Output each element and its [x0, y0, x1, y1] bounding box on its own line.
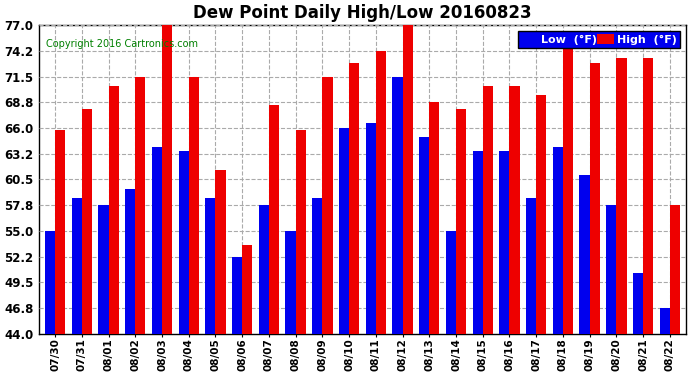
Bar [580, 175, 590, 334]
Bar [286, 231, 295, 334]
Bar [242, 245, 253, 334]
Bar [312, 198, 322, 334]
Bar [99, 205, 108, 334]
Bar [215, 170, 226, 334]
Bar [376, 51, 386, 334]
Bar [473, 152, 483, 334]
Bar [152, 147, 162, 334]
Bar [189, 76, 199, 334]
Title: Dew Point Daily High/Low 20160823: Dew Point Daily High/Low 20160823 [193, 4, 532, 22]
Bar [536, 95, 546, 334]
Bar [55, 130, 66, 334]
Bar [349, 63, 359, 334]
Bar [633, 273, 643, 334]
Bar [429, 102, 440, 334]
Bar [45, 231, 55, 334]
Bar [125, 189, 135, 334]
Bar [590, 63, 600, 334]
Bar [563, 44, 573, 334]
Bar [108, 86, 119, 334]
Bar [82, 109, 92, 334]
Bar [553, 147, 563, 334]
Bar [483, 86, 493, 334]
Bar [616, 58, 627, 334]
Text: Copyright 2016 Cartronics.com: Copyright 2016 Cartronics.com [46, 39, 197, 49]
Bar [206, 198, 215, 334]
Bar [526, 198, 536, 334]
Bar [232, 257, 242, 334]
Bar [72, 198, 82, 334]
Bar [259, 205, 269, 334]
Bar [269, 105, 279, 334]
Bar [295, 130, 306, 334]
Bar [322, 76, 333, 334]
Bar [393, 76, 402, 334]
Bar [446, 231, 456, 334]
Bar [366, 123, 376, 334]
Bar [402, 23, 413, 334]
Bar [607, 205, 616, 334]
Bar [456, 109, 466, 334]
Bar [179, 152, 189, 334]
Bar [643, 58, 653, 334]
Bar [509, 86, 520, 334]
Bar [135, 76, 146, 334]
Bar [419, 137, 429, 334]
Bar [339, 128, 349, 334]
Legend: Low  (°F), High  (°F): Low (°F), High (°F) [518, 31, 680, 48]
Bar [670, 205, 680, 334]
Bar [162, 25, 172, 334]
Bar [500, 152, 509, 334]
Bar [660, 308, 670, 334]
